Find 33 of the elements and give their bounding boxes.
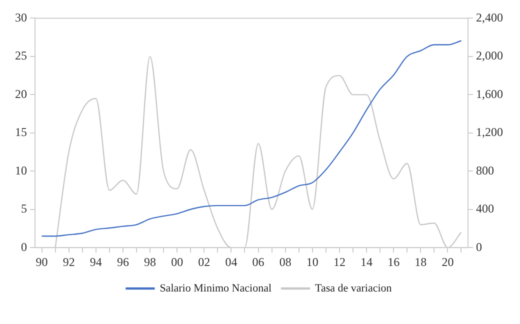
y-tick-label: 30 bbox=[15, 10, 27, 24]
x-tick-label: 10 bbox=[306, 254, 318, 269]
x-tick-label: 90 bbox=[36, 254, 48, 269]
y2-tick-label: 1,600 bbox=[476, 86, 503, 101]
x-tick-label: 16 bbox=[388, 254, 400, 269]
y-tick-label: 15 bbox=[15, 125, 27, 140]
x-tick-label: 14 bbox=[360, 254, 373, 269]
y-tick-label: 5 bbox=[21, 202, 27, 216]
y-tick-label: 10 bbox=[15, 163, 27, 178]
x-tick-label: 00 bbox=[171, 254, 184, 269]
y-tick-label: 25 bbox=[15, 48, 27, 63]
x-tick-label: 94 bbox=[90, 254, 102, 269]
x-tick-label: 02 bbox=[198, 254, 210, 269]
x-tick-label: 98 bbox=[144, 254, 156, 269]
x-tick-label: 96 bbox=[116, 254, 129, 269]
x-tick-label: 04 bbox=[225, 254, 238, 269]
x-tick-label: 06 bbox=[252, 254, 264, 269]
x-tick-label: 20 bbox=[442, 254, 454, 269]
y-tick-label: 0 bbox=[21, 240, 27, 254]
x-tick-label: 12 bbox=[333, 254, 346, 269]
x-tick-label: 18 bbox=[414, 254, 427, 269]
x-tick-label: 92 bbox=[62, 254, 75, 269]
y2-tick-label: 2,400 bbox=[476, 10, 503, 24]
y2-tick-label: 0 bbox=[476, 240, 482, 254]
y2-tick-label: 2,000 bbox=[476, 48, 503, 63]
y2-tick-label: 400 bbox=[476, 202, 494, 216]
y2-tick-label: 1,200 bbox=[476, 125, 503, 140]
y2-tick-label: 800 bbox=[476, 163, 494, 178]
line-series bbox=[41, 40, 462, 237]
y-tick-label: 20 bbox=[15, 86, 27, 101]
legend-label: Salario Minimo Nacional bbox=[160, 282, 272, 294]
legend-label: Tasa de variacion bbox=[315, 282, 392, 294]
x-tick-label: 08 bbox=[279, 254, 292, 269]
